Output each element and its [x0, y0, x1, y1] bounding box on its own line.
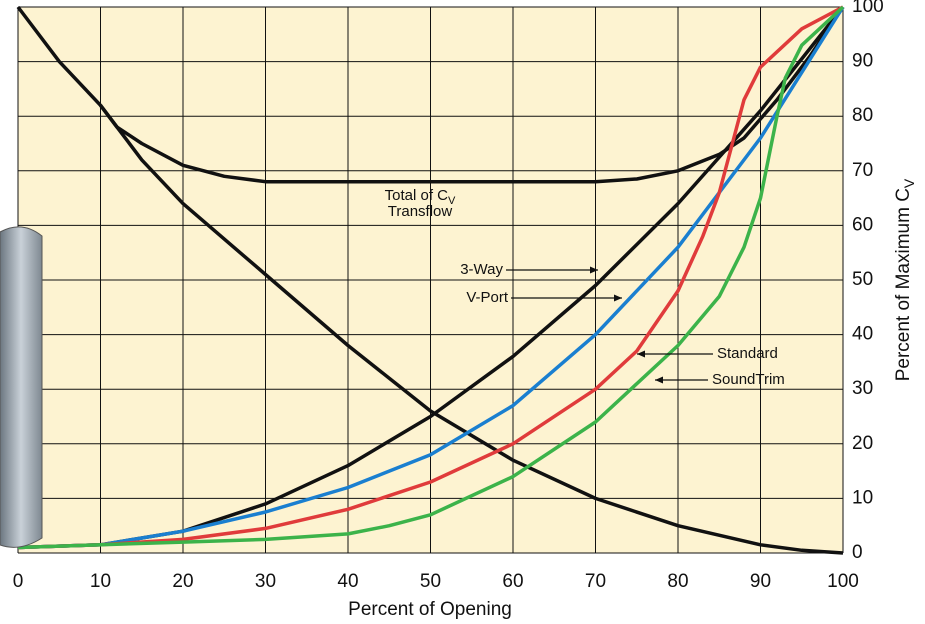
- annotation-text: Total of C: [385, 187, 449, 204]
- y-tick-label: 80: [852, 105, 873, 126]
- y-tick-label: 20: [852, 433, 873, 454]
- y-tick-label: 90: [852, 51, 873, 72]
- arrow-head: [614, 294, 622, 302]
- series-line: [17, 6, 845, 550]
- x-tick-label: 50: [420, 571, 441, 592]
- annotation: Transflow: [388, 203, 453, 220]
- annotation: Total of CV: [385, 187, 456, 207]
- annotation: SoundTrim: [712, 371, 785, 388]
- series-line: [99, 6, 845, 184]
- y-tick-label: 10: [852, 487, 873, 508]
- y-tick-label: 0: [852, 542, 863, 563]
- annotation: V-Port: [466, 289, 509, 306]
- x-tick-label: 20: [172, 571, 193, 592]
- annotation-subscript: V: [448, 195, 456, 207]
- annotation: Standard: [717, 345, 778, 362]
- x-tick-label: 0: [13, 571, 24, 592]
- y-tick-label: 100: [852, 0, 884, 17]
- x-tick-label: 100: [827, 571, 859, 592]
- valve-image: [0, 226, 43, 548]
- arrow-head: [590, 266, 598, 274]
- x-tick-label: 10: [90, 571, 111, 592]
- arrow-head: [637, 350, 645, 358]
- x-tick-label: 80: [667, 571, 688, 592]
- arrow-head: [655, 376, 663, 384]
- series-line: [17, 5, 844, 550]
- annotation: 3-Way: [460, 261, 503, 278]
- series-line: [17, 5, 845, 550]
- x-tick-label: 30: [255, 571, 276, 592]
- y-axis-label-sub: V: [901, 178, 917, 188]
- x-tick-label: 60: [502, 571, 523, 592]
- y-tick-label: 60: [852, 214, 873, 235]
- y-axis-label-main: Percent of Maximum C: [893, 188, 914, 381]
- y-axis-label: Percent of Maximum CV: [893, 178, 917, 381]
- x-tick-label: 70: [585, 571, 606, 592]
- y-tick-label: 30: [852, 378, 873, 399]
- x-tick-label: 90: [750, 571, 771, 592]
- y-tick-label: 50: [852, 269, 873, 290]
- y-tick-label: 40: [852, 324, 873, 345]
- x-axis-label: Percent of Opening: [348, 599, 512, 620]
- y-tick-label: 70: [852, 160, 873, 181]
- x-tick-label: 40: [337, 571, 358, 592]
